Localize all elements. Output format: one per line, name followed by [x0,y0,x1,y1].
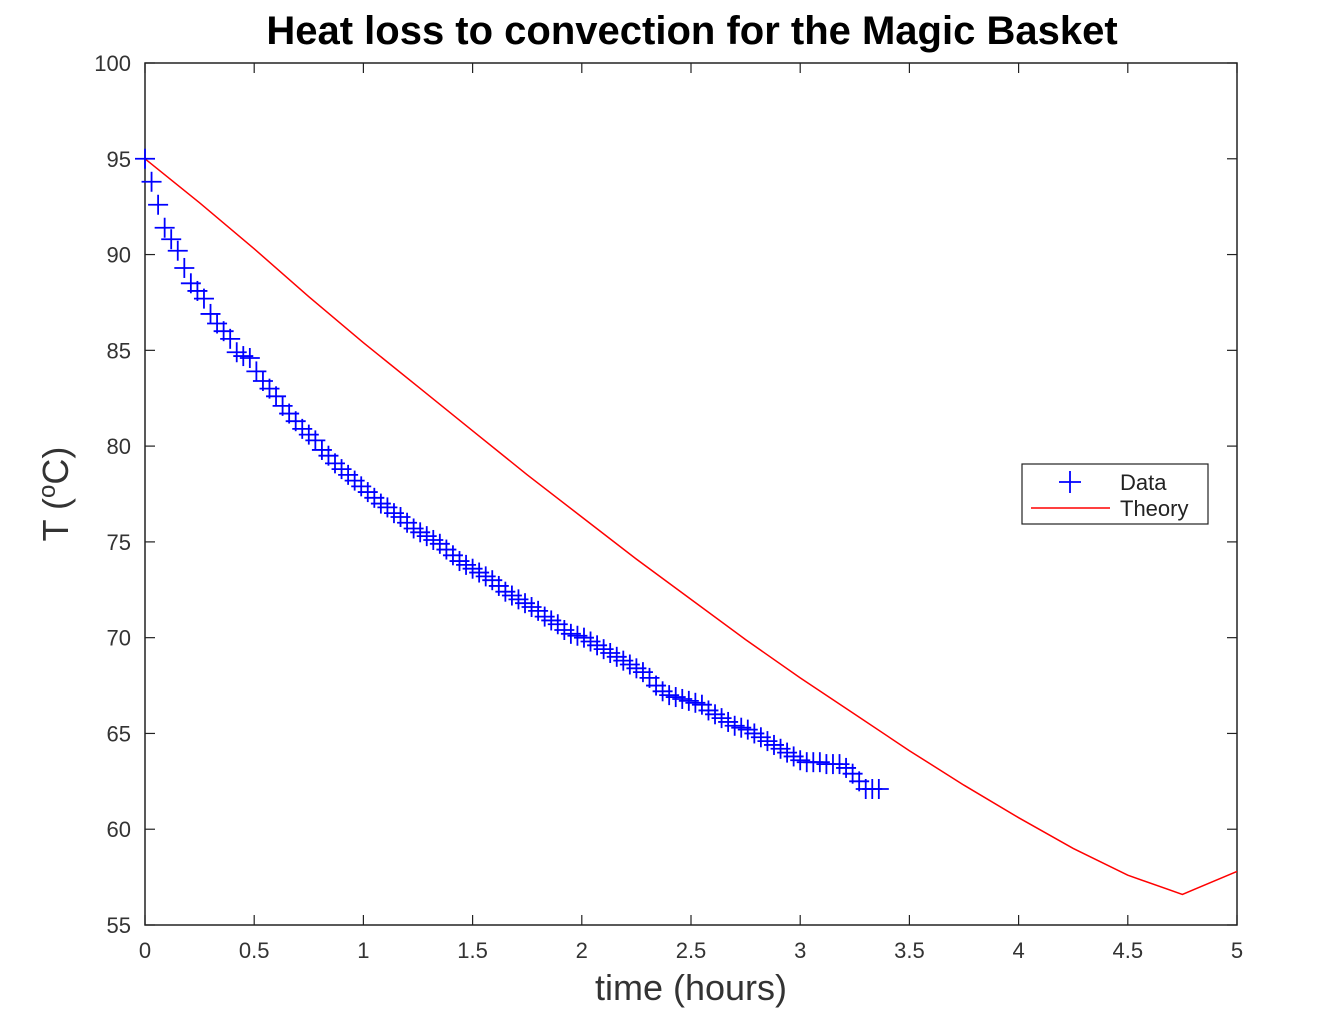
x-tick-label: 4 [1012,938,1024,963]
y-axis-label-prefix: T ( [35,498,76,541]
y-tick-label: 60 [107,817,131,842]
x-tick-label: 1.5 [457,938,488,963]
y-tick-label: 70 [107,626,131,651]
x-tick-label: 2 [576,938,588,963]
data-point [167,240,188,261]
x-tick-label: 4.5 [1113,938,1144,963]
y-tick-label: 65 [107,721,131,746]
x-axis-label: time (hours) [595,967,787,1008]
y-tick-label: 55 [107,913,131,938]
data-point [174,257,195,278]
x-tick-label: 3 [794,938,806,963]
legend-label-theory: Theory [1120,496,1188,521]
x-tick-label: 3.5 [894,938,925,963]
x-tick-label: 1 [357,938,369,963]
data-point [161,229,182,250]
legend-entry-theory: Theory [1031,496,1188,521]
chart-title: Heat loss to convection for the Magic Ba… [266,9,1117,53]
data-point [193,288,214,309]
legend-entry-data: Data [1059,470,1167,495]
y-axis-label-sup: o [34,485,61,498]
x-tick-label: 0.5 [239,938,270,963]
y-tick-label: 75 [107,530,131,555]
data-point [868,778,889,799]
x-tick-label: 0 [139,938,151,963]
data-series [135,148,889,799]
y-axis-label: T (oC) [34,447,77,542]
y-axis-label-suffix: C) [35,447,76,485]
y-tick-label: 100 [94,51,131,76]
theory-line [144,158,1238,896]
data-point [148,194,169,215]
y-tick-label: 85 [107,338,131,363]
legend: Data Theory [1021,463,1209,525]
data-point [135,148,155,169]
data-point [239,347,260,368]
data-point [154,217,175,238]
x-axis: 0 0.5 1 1.5 2 2.5 3 3.5 4 4.5 5 [139,63,1243,963]
data-point [141,171,162,192]
y-tick-label: 80 [107,434,131,459]
y-tick-label: 95 [107,147,131,172]
x-tick-label: 2.5 [676,938,707,963]
theory-series [144,158,1238,896]
legend-box [1021,463,1209,525]
y-axis: 55 60 65 70 75 80 85 90 95 100 [94,51,1237,938]
x-tick-label: 5 [1231,938,1243,963]
y-tick-label: 90 [107,243,131,268]
data-point [220,328,241,349]
legend-label-data: Data [1120,470,1167,495]
